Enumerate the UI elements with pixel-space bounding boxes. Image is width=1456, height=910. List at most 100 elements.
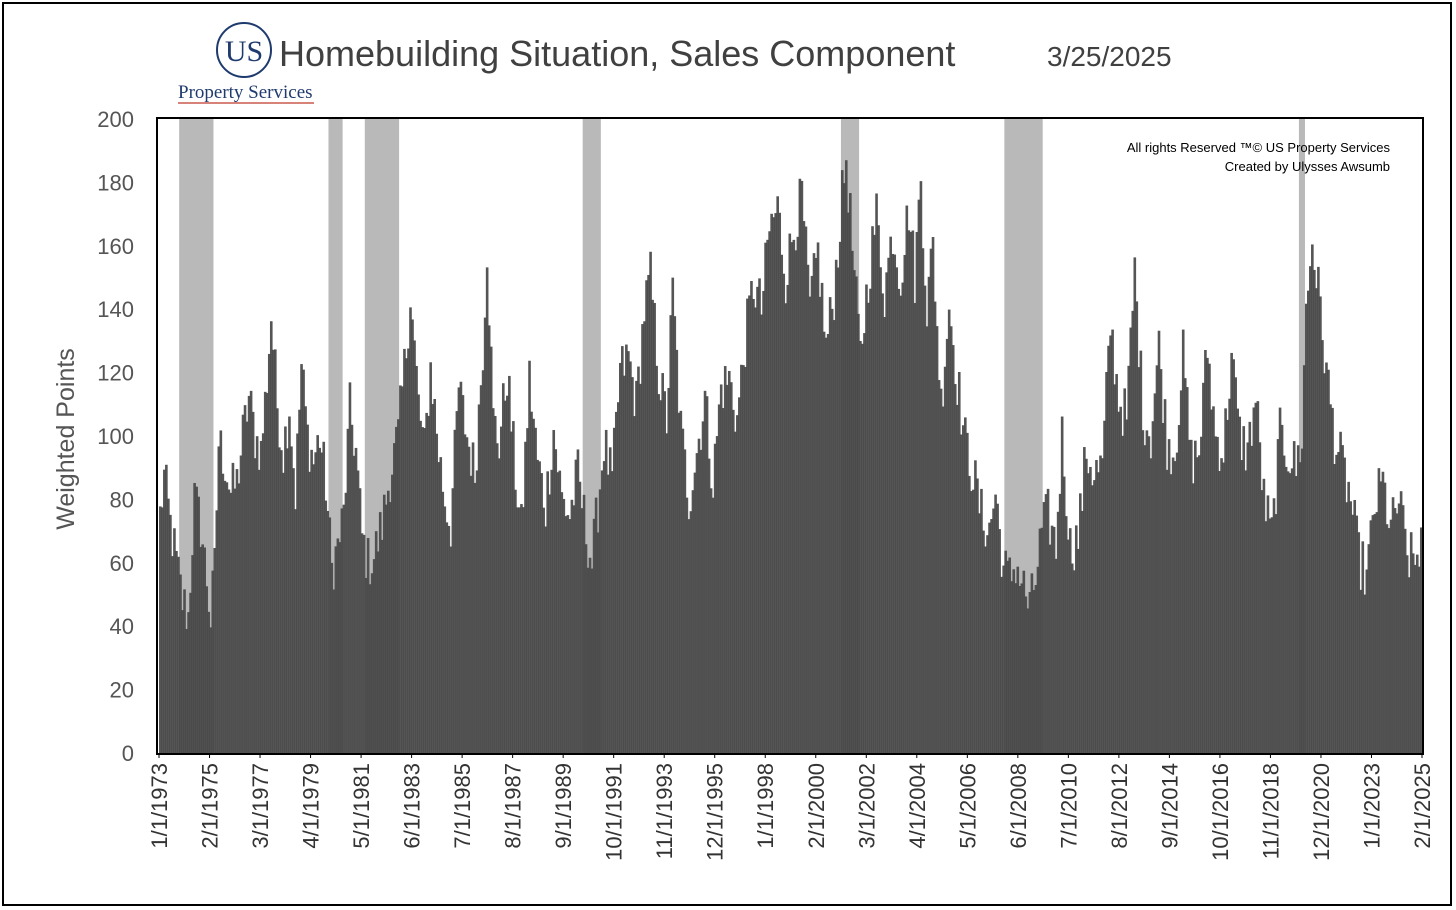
bar — [1119, 406, 1122, 753]
bar — [449, 546, 453, 753]
bar — [1159, 369, 1163, 753]
bar — [1345, 502, 1348, 753]
bar — [1141, 430, 1145, 753]
bar — [253, 458, 257, 753]
bar — [372, 559, 376, 753]
x-tick-label: 7/1/2010 — [1056, 763, 1081, 849]
bar — [859, 340, 862, 753]
bar — [1133, 257, 1137, 753]
bar — [403, 348, 406, 753]
bar — [1313, 269, 1316, 753]
bar — [1226, 419, 1229, 753]
bar — [393, 443, 396, 753]
x-tick-label: 9/1/2014 — [1157, 763, 1182, 849]
bar — [1248, 421, 1252, 753]
bar — [495, 443, 499, 753]
bar — [661, 373, 664, 753]
bar — [516, 507, 519, 753]
bar — [1127, 365, 1131, 753]
bar — [846, 212, 850, 754]
bar — [209, 627, 213, 753]
bar — [570, 499, 574, 753]
bar — [552, 430, 556, 753]
bar — [1143, 445, 1147, 753]
bar — [623, 375, 626, 753]
bar — [754, 307, 757, 753]
logo-company-name: Property Services — [178, 82, 313, 103]
bar — [647, 274, 650, 753]
bar — [584, 544, 588, 753]
bar — [1284, 466, 1288, 753]
bar — [518, 507, 521, 753]
bar — [1020, 583, 1024, 753]
bar — [239, 455, 243, 753]
bar — [568, 519, 572, 753]
x-tick-label: 2/1/2000 — [804, 763, 829, 849]
chart-svg: US Property Services Homebuilding Situat… — [52, 22, 1435, 861]
bar — [288, 416, 291, 753]
bar — [992, 508, 995, 753]
bar — [790, 242, 794, 753]
bar — [536, 459, 539, 753]
bar — [1224, 408, 1227, 753]
bar — [1359, 589, 1363, 753]
bar — [619, 362, 622, 753]
bar — [169, 514, 172, 753]
chart-title: Homebuilding Situation, Sales Component — [279, 33, 955, 74]
bar — [586, 567, 590, 753]
bar — [1032, 589, 1036, 753]
bar — [895, 267, 899, 753]
bar — [1187, 439, 1191, 753]
bar — [1000, 576, 1003, 753]
bar — [871, 226, 874, 754]
bar — [431, 404, 434, 753]
bar — [990, 519, 993, 753]
bar — [1095, 459, 1098, 753]
bar — [1417, 566, 1421, 753]
bar — [405, 358, 408, 753]
bar — [219, 430, 223, 753]
bar — [1347, 481, 1350, 753]
logo-initials: US — [225, 35, 263, 68]
bar — [479, 385, 483, 753]
bar — [820, 282, 824, 753]
bar — [851, 250, 854, 753]
bar — [1198, 455, 1201, 753]
bar — [389, 502, 392, 753]
bar — [1369, 520, 1373, 753]
bar — [1266, 495, 1270, 753]
bar — [1306, 290, 1310, 753]
logo: US Property Services — [178, 22, 314, 104]
bar — [183, 589, 186, 753]
bar — [653, 302, 656, 753]
bar — [582, 494, 586, 753]
bar — [594, 497, 598, 753]
bar — [251, 411, 255, 753]
y-tick-label: 60 — [110, 551, 134, 576]
bar — [439, 457, 443, 753]
bar — [1339, 431, 1342, 753]
bar — [1026, 608, 1030, 753]
bar — [1246, 442, 1250, 753]
bar — [857, 313, 860, 753]
bar — [994, 494, 997, 753]
bar — [844, 160, 848, 754]
bar — [532, 418, 535, 753]
bar — [986, 535, 989, 753]
bar — [657, 394, 660, 753]
bar — [899, 295, 903, 753]
bar — [269, 321, 273, 753]
credit-rights: All rights Reserved ™© US Property Servi… — [1127, 140, 1391, 155]
bar — [391, 474, 394, 753]
bar — [961, 425, 965, 753]
bar — [731, 409, 735, 753]
bar — [265, 392, 269, 753]
bar — [649, 251, 652, 753]
bar — [364, 577, 368, 753]
bar — [1137, 367, 1141, 753]
bar — [824, 337, 828, 753]
bar — [1123, 388, 1127, 753]
bar — [633, 416, 636, 753]
bar — [181, 610, 184, 753]
bar — [639, 383, 642, 753]
